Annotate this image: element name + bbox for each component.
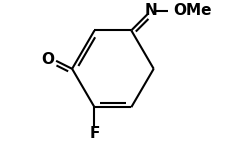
Text: O: O	[42, 52, 55, 67]
Text: N: N	[144, 3, 157, 18]
Text: OMe: OMe	[174, 3, 212, 18]
Text: F: F	[89, 126, 100, 141]
